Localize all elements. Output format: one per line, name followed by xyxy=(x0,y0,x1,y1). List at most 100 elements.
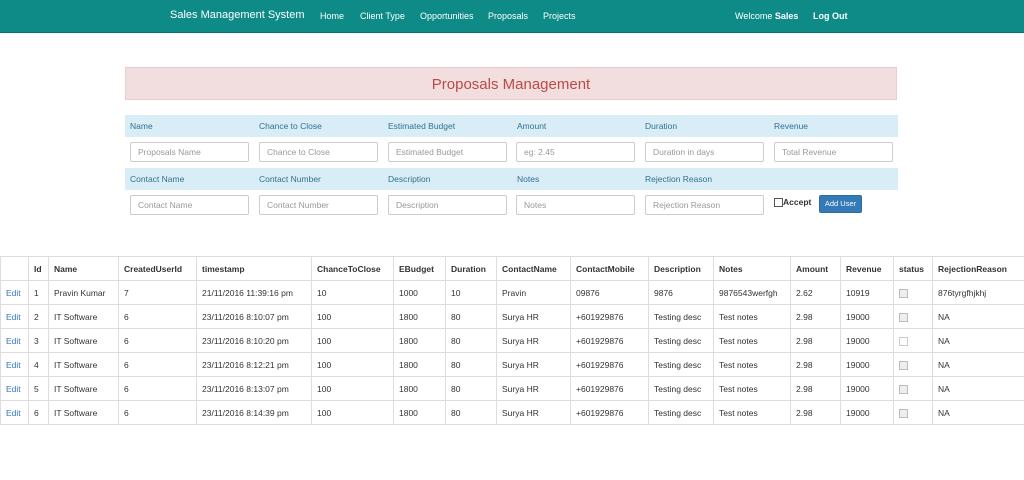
cell-amount: 2.98 xyxy=(790,352,841,377)
cell-created-user-id: 6 xyxy=(118,328,197,353)
table-header-row: Id Name CreatedUserId timestamp ChanceToClos… xyxy=(0,256,1024,281)
label-estimated-budget: Estimated Budget xyxy=(388,121,456,131)
brand-title[interactable]: Sales Management System xyxy=(170,9,305,21)
cell-status xyxy=(893,304,933,329)
cell-name: IT Software xyxy=(48,328,119,353)
notes-input[interactable] xyxy=(516,195,635,215)
label-revenue: Revenue xyxy=(774,121,809,131)
status-checkbox xyxy=(899,336,908,346)
add-user-button[interactable]: Add User xyxy=(819,195,862,213)
cell-id: 4 xyxy=(28,352,49,377)
cell-id: 1 xyxy=(28,280,49,305)
cell-id: 6 xyxy=(28,400,49,425)
cell-timestamp: 23/11/2016 8:12:21 pm xyxy=(196,352,312,377)
edit-link[interactable]: Edit xyxy=(0,352,29,377)
cell-duration: 10 xyxy=(445,280,497,305)
cell-name: IT Software xyxy=(48,376,119,401)
cell-contact-mobile: +601929876 xyxy=(570,304,649,329)
edit-link[interactable]: Edit xyxy=(0,304,29,329)
nav-proposals[interactable]: Proposals xyxy=(488,11,529,21)
column-header: Duration xyxy=(445,256,497,281)
edit-link[interactable]: Edit xyxy=(0,280,29,305)
cell-ebudget: 1800 xyxy=(393,304,446,329)
cell-chance-to-close: 10 xyxy=(311,280,394,305)
duration-input[interactable] xyxy=(645,142,764,162)
column-header: Name xyxy=(48,256,119,281)
nav-client-type[interactable]: Client Type xyxy=(360,11,405,21)
edit-link[interactable]: Edit xyxy=(0,400,29,425)
column-header: EBudget xyxy=(393,256,446,281)
cell-revenue: 19000 xyxy=(840,376,894,401)
chance-to-close-input[interactable] xyxy=(259,142,378,162)
cell-amount: 2.98 xyxy=(790,376,841,401)
welcome-user: Sales xyxy=(774,11,799,21)
estimated-budget-input[interactable] xyxy=(388,142,507,162)
cell-duration: 80 xyxy=(445,376,497,401)
cell-amount: 2.98 xyxy=(790,328,841,353)
page-title: Proposals Management xyxy=(431,76,591,93)
nav-opportunities[interactable]: Opportunities xyxy=(420,11,474,21)
status-checkbox xyxy=(899,288,908,298)
cell-revenue: 19000 xyxy=(840,304,894,329)
cell-amount: 2.98 xyxy=(790,304,841,329)
cell-name: IT Software xyxy=(48,352,119,377)
cell-rejection-reason: NA xyxy=(932,376,1024,401)
cell-notes: 9876543werfgh xyxy=(713,280,791,305)
cell-contact-name: Surya HR xyxy=(496,352,571,377)
cell-id: 5 xyxy=(28,376,49,401)
edit-link[interactable]: Edit xyxy=(0,376,29,401)
cell-contact-mobile: +601929876 xyxy=(570,376,649,401)
label-duration: Duration xyxy=(645,121,678,131)
column-header: Amount xyxy=(790,256,841,281)
nav-projects[interactable]: Projects xyxy=(543,11,576,21)
cell-notes: Test notes xyxy=(713,328,791,353)
column-header xyxy=(0,256,29,281)
column-header: ChanceToClose xyxy=(311,256,394,281)
cell-id: 3 xyxy=(28,328,49,353)
cell-notes: Test notes xyxy=(713,400,791,425)
status-checkbox xyxy=(899,384,908,394)
column-header: ContactMobile xyxy=(570,256,649,281)
cell-chance-to-close: 100 xyxy=(311,352,394,377)
column-header: RejectionReason xyxy=(932,256,1024,281)
cell-notes: Test notes xyxy=(713,304,791,329)
cell-name: IT Software xyxy=(48,304,119,329)
label-contact-name: Contact Name xyxy=(130,174,185,184)
cell-ebudget: 1800 xyxy=(393,328,446,353)
label-name: Name xyxy=(130,121,153,131)
table-row: Edit 2 IT Software 6 23/11/2016 8:10:07 pm 10… xyxy=(0,304,1024,329)
revenue-input[interactable] xyxy=(774,142,893,162)
status-checkbox xyxy=(899,360,908,370)
logout-link[interactable]: Log Out xyxy=(813,11,848,21)
label-rejection-reason: Rejection Reason xyxy=(645,174,713,184)
cell-timestamp: 21/11/2016 11:39:16 pm xyxy=(196,280,312,305)
accept-checkbox[interactable] xyxy=(774,198,783,207)
contact-number-input[interactable] xyxy=(259,195,378,215)
cell-revenue: 19000 xyxy=(840,352,894,377)
cell-duration: 80 xyxy=(445,352,497,377)
cell-amount: 2.62 xyxy=(790,280,841,305)
cell-contact-mobile: +601929876 xyxy=(570,352,649,377)
cell-notes: Test notes xyxy=(713,376,791,401)
cell-notes: Test notes xyxy=(713,352,791,377)
cell-timestamp: 23/11/2016 8:14:39 pm xyxy=(196,400,312,425)
cell-rejection-reason: NA xyxy=(932,328,1024,353)
cell-created-user-id: 7 xyxy=(118,280,197,305)
cell-contact-mobile: +601929876 xyxy=(570,328,649,353)
form-label-band-2: Contact Name Contact Number Description … xyxy=(125,168,898,190)
amount-input[interactable] xyxy=(516,142,635,162)
edit-link[interactable]: Edit xyxy=(0,328,29,353)
cell-contact-name: Pravin xyxy=(496,280,571,305)
cell-chance-to-close: 100 xyxy=(311,400,394,425)
cell-description: Testing desc xyxy=(648,328,714,353)
proposal-name-input[interactable] xyxy=(130,142,249,162)
rejection-reason-input[interactable] xyxy=(645,195,764,215)
form-label-band-1: Name Chance to Close Estimated Budget Am… xyxy=(125,115,898,137)
nav-home[interactable]: Home xyxy=(320,11,345,21)
label-description: Description xyxy=(388,174,431,184)
cell-revenue: 19000 xyxy=(840,400,894,425)
contact-name-input[interactable] xyxy=(130,195,249,215)
cell-status xyxy=(893,280,933,305)
column-header: Id xyxy=(28,256,49,281)
description-input[interactable] xyxy=(388,195,507,215)
